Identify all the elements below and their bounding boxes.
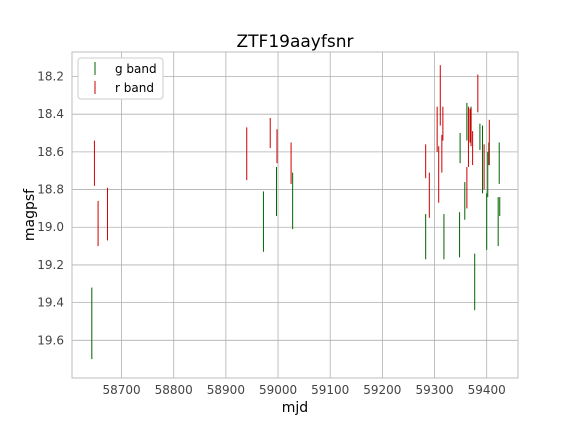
legend: g band r band <box>77 57 164 100</box>
y-tick-label: 18.2 <box>37 69 64 83</box>
y-tick-labels: 18.2 18.4 18.6 18.8 19.0 19.2 19.4 19.6 <box>37 69 64 347</box>
data-marks <box>91 65 501 360</box>
x-tick-label: 59300 <box>415 383 453 397</box>
y-axis-label: magpsf <box>22 188 38 241</box>
x-tick-label: 59100 <box>311 383 349 397</box>
legend-label-g-band: g band <box>115 62 157 76</box>
gridlines <box>72 52 518 378</box>
y-tick-label: 18.6 <box>37 145 64 159</box>
plot-frame <box>71 51 519 379</box>
x-tick-label: 59000 <box>259 383 297 397</box>
x-tick-label: 58700 <box>102 383 140 397</box>
plot-area <box>72 52 518 378</box>
legend-box <box>77 57 164 100</box>
y-tick-label: 19.4 <box>37 296 64 310</box>
x-tick-labels: 58700 58800 58900 59000 59100 59200 59300 59400 <box>102 383 505 397</box>
chart-title: ZTF19aayfsnr <box>237 32 354 52</box>
y-tick-label: 19.6 <box>37 333 64 347</box>
y-tick-label: 19.0 <box>37 220 64 234</box>
x-tick-label: 59400 <box>468 383 506 397</box>
x-tick-label: 59200 <box>363 383 401 397</box>
legend-label-r-band: r band <box>115 81 154 95</box>
x-tick-label: 58800 <box>155 383 193 397</box>
x-tick-label: 58900 <box>207 383 245 397</box>
x-axis-label: mjd <box>282 400 308 416</box>
y-tick-label: 18.8 <box>37 183 64 197</box>
y-tick-label: 18.4 <box>37 107 64 121</box>
y-tick-label: 19.2 <box>37 258 64 272</box>
